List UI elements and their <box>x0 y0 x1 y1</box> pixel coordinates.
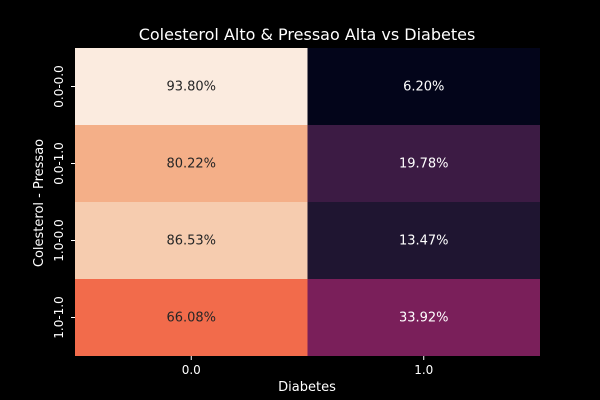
heatmap-cell <box>307 125 540 202</box>
x-axis-ticks: 0.0 1.0 <box>182 356 433 377</box>
x-axis-label: Diabetes <box>278 380 336 395</box>
heatmap-cell <box>75 202 308 279</box>
cell-value-label: 86.53% <box>166 234 216 249</box>
heatmap-cell-labels: 93.80% 6.20% 80.22% 19.78% 86.53% 13.47% 66.08… <box>166 80 448 326</box>
cell-value-label: 33.92% <box>399 311 449 326</box>
heatmap-cell <box>307 202 540 279</box>
x-tick-label: 1.0 <box>414 363 433 377</box>
heatmap-cells <box>75 48 540 356</box>
cell-value-label: 13.47% <box>399 234 449 249</box>
heatmap-cell <box>75 279 308 356</box>
y-axis-ticks: 0.0-0.0 0.0-1.0 1.0-0.0 1.0-1.0 <box>52 65 75 339</box>
y-tick-label: 1.0-0.0 <box>52 219 66 262</box>
x-tick-label: 0.0 <box>182 363 201 377</box>
cell-value-label: 66.08% <box>166 311 216 326</box>
y-axis-label: Colesterol - Pressao <box>32 139 47 267</box>
heatmap-cell <box>75 125 308 202</box>
chart-title: Colesterol Alto & Pressao Alta vs Diabet… <box>139 25 476 44</box>
y-tick-label: 0.0-0.0 <box>52 65 66 108</box>
cell-value-label: 93.80% <box>166 80 216 95</box>
cell-value-label: 19.78% <box>399 157 449 172</box>
cell-value-label: 80.22% <box>166 157 216 172</box>
heatmap-cell <box>307 279 540 356</box>
y-tick-label: 1.0-1.0 <box>52 296 66 339</box>
cell-value-label: 6.20% <box>403 80 444 95</box>
y-tick-label: 0.0-1.0 <box>52 142 66 185</box>
heatmap-cell <box>307 48 540 125</box>
heatmap-cell <box>75 48 308 125</box>
